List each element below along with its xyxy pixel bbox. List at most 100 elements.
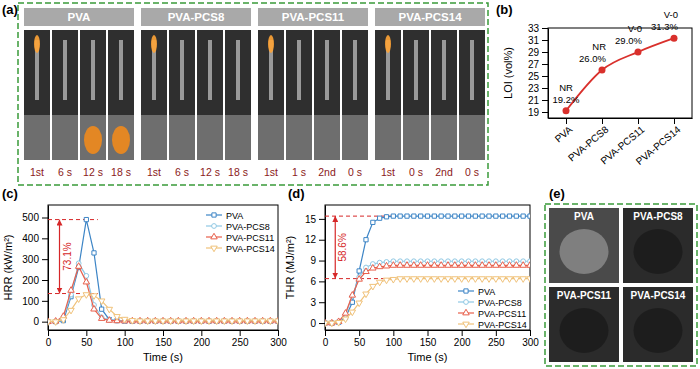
photo-lower xyxy=(141,115,167,160)
data-point xyxy=(397,262,403,268)
legend: PVAPVA-PCS8PVA-PCS11PVA-PCS14 xyxy=(458,287,527,330)
data-point xyxy=(499,262,505,268)
tick-label: 150 xyxy=(420,337,437,348)
data-line xyxy=(48,220,278,322)
data-label: 29.0% xyxy=(615,35,642,46)
data-point xyxy=(83,278,89,284)
legend-label: PVA-PCS8 xyxy=(226,222,270,232)
photo-lower xyxy=(459,115,485,160)
data-point xyxy=(439,214,443,218)
data-point xyxy=(335,321,341,327)
data-line xyxy=(566,38,674,111)
tick-mark xyxy=(278,330,279,336)
data-point xyxy=(521,214,525,218)
legend-label: PVA-PCS14 xyxy=(226,244,275,254)
tick-mark xyxy=(542,112,548,113)
tick: 25 xyxy=(528,71,548,82)
data-point xyxy=(384,215,388,219)
frame-label: 1 s xyxy=(292,166,306,178)
data-point xyxy=(501,214,505,218)
plot-area xyxy=(325,214,530,327)
photo-upper xyxy=(169,30,195,115)
tick-label: 300 xyxy=(22,254,39,265)
rating-label: NR xyxy=(592,41,606,52)
axis-title: THR (MJ/m²) xyxy=(284,236,296,300)
tick-label: 500 xyxy=(22,212,39,223)
tick-label: 200 xyxy=(22,275,39,286)
data-point xyxy=(453,214,457,218)
tick: 0 xyxy=(310,318,325,329)
tick-label: 6 xyxy=(310,276,316,287)
frame-label: 1st xyxy=(30,166,44,178)
data-line xyxy=(48,295,278,322)
photo-lower xyxy=(431,115,457,160)
char-residue xyxy=(634,308,683,353)
axis-line xyxy=(48,206,49,331)
sample-strip xyxy=(236,40,240,100)
data-point xyxy=(229,319,235,325)
data-point xyxy=(431,262,437,268)
tick-label: 33 xyxy=(528,23,540,34)
data-point xyxy=(383,262,389,268)
tick-label: 25 xyxy=(528,71,540,82)
data-point xyxy=(198,319,204,325)
data-point xyxy=(458,277,464,283)
annotation-arrow xyxy=(335,216,336,279)
panel-b: PVAPVA-PCS8PVA-PCS11PVA-PCS1419212325272… xyxy=(502,9,693,167)
data-point xyxy=(419,214,423,218)
frame-label: 6 s xyxy=(58,166,72,178)
data-point xyxy=(75,263,81,269)
sample-strip xyxy=(470,40,474,100)
group-header xyxy=(258,8,368,26)
photo-lower xyxy=(225,115,251,160)
tick-mark xyxy=(48,330,49,336)
tick-mark xyxy=(325,330,326,336)
tick: 500 xyxy=(22,212,48,223)
photo-lower xyxy=(286,115,312,160)
frame-label: 18 s xyxy=(111,166,131,178)
legend-label: PVA-PCS11 xyxy=(226,233,274,243)
data-point xyxy=(465,262,471,268)
tick: 23 xyxy=(528,83,548,94)
data-point xyxy=(563,107,570,114)
frame-label: 2nd xyxy=(435,166,453,178)
data-point xyxy=(486,262,492,268)
photo-upper xyxy=(197,30,223,115)
data-point xyxy=(405,214,409,218)
panel-label: (d) xyxy=(288,186,305,201)
data-point xyxy=(507,214,511,218)
photo-group: PVA-PCS111st1 s2nd0 s xyxy=(258,8,368,178)
data-point xyxy=(129,319,135,325)
axis-title: LOI (vol%) xyxy=(502,47,514,99)
sample-strip xyxy=(414,40,418,100)
data-point xyxy=(100,307,104,311)
legend-label: PVA-PCS11 xyxy=(478,309,526,319)
tick: 300 xyxy=(270,330,287,348)
legend-label: PVA xyxy=(478,287,495,297)
legend-label: PVA-PCS8 xyxy=(478,298,522,308)
data-point xyxy=(494,214,498,218)
tick-label: 0 xyxy=(323,337,329,348)
char-photo xyxy=(549,287,619,362)
data-point xyxy=(52,320,58,326)
axis: 03691215 xyxy=(305,206,326,331)
tick-mark xyxy=(42,280,48,281)
panel-e: PVAPVA-PCS8PVA-PCS11PVA-PCS14 xyxy=(545,204,697,366)
data-point xyxy=(349,310,355,316)
frame-label: 1st xyxy=(147,166,161,178)
tick-label: PVA xyxy=(553,124,575,145)
data-point xyxy=(438,262,444,268)
data-point xyxy=(275,319,278,325)
data-point xyxy=(514,214,518,218)
tick: PVA-PCS14 xyxy=(634,118,683,167)
data-point xyxy=(376,263,382,269)
tick-label: 31 xyxy=(528,35,540,46)
flame xyxy=(151,35,157,53)
data-point xyxy=(452,262,458,268)
tick-label: 9 xyxy=(310,255,316,266)
legend-label: PVA xyxy=(226,211,243,221)
data-label: 19.2% xyxy=(553,94,580,105)
data-line xyxy=(325,265,530,323)
axis-line xyxy=(325,206,326,331)
data-point xyxy=(92,251,96,255)
